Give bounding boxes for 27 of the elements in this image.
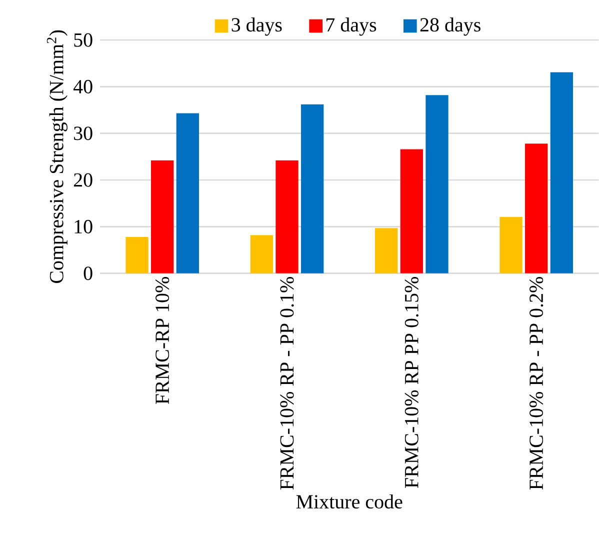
legend-label: 3 days xyxy=(232,18,282,36)
bar xyxy=(176,113,199,274)
y-tick-label: 30 xyxy=(74,126,92,140)
bar xyxy=(500,216,522,274)
legend-label: 7 days xyxy=(326,18,376,36)
bar xyxy=(375,228,398,274)
y-tick-label: 0 xyxy=(84,266,92,280)
bar xyxy=(276,160,298,274)
bar xyxy=(550,72,574,274)
x-tick-label: FRMC-RP 10% xyxy=(156,276,170,404)
y-tick-label: 40 xyxy=(73,80,92,94)
bar xyxy=(426,95,448,274)
x-axis-title: Mixture code xyxy=(296,494,402,509)
bar xyxy=(301,104,324,274)
legend-label: 28 days xyxy=(420,18,480,36)
y-tick-label: 20 xyxy=(74,173,92,187)
x-tick-label: FRMC-10% RP - PP 0.1% xyxy=(280,276,294,490)
bar xyxy=(151,160,174,274)
y-axis-title: Compressive Strength (N/mm$^{2}$) xyxy=(46,30,68,284)
bar xyxy=(126,236,148,274)
bar xyxy=(400,149,423,274)
x-tick-label: FRMC-10% RP PP 0.15% xyxy=(404,276,418,488)
bar xyxy=(525,144,548,274)
x-tick-label: FRMC-10% RP - PP 0.2% xyxy=(530,276,544,490)
y-tick-label: 50 xyxy=(74,33,92,47)
y-tick-label: 10 xyxy=(74,220,92,234)
bar xyxy=(250,235,273,274)
